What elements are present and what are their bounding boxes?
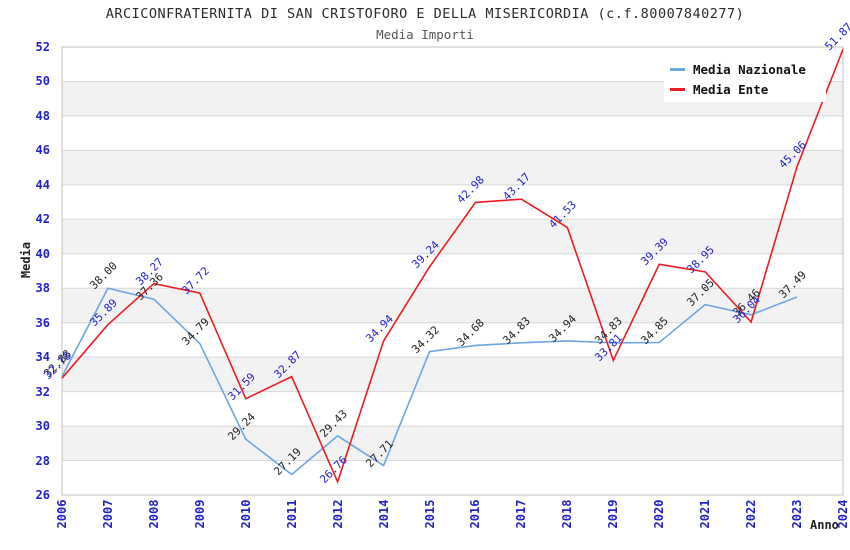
background-band [62,288,843,323]
x-tick-label: 2019 [606,499,621,529]
y-tick-label: 46 [35,143,50,158]
legend-item-media-ente: Media Ente [670,82,820,97]
x-tick-label: 2020 [652,499,667,529]
y-tick-label: 44 [35,177,50,192]
background-band [62,253,843,289]
y-tick-label: 52 [35,40,50,54]
y-tick-label: 26 [35,488,50,502]
x-tick-label: 2021 [698,499,713,529]
media-nazionale-line-swatch-icon [670,68,685,71]
x-tick-label: 2009 [192,499,207,529]
series-line-media-nazionale [61,287,798,476]
background-band [62,184,843,220]
background-band [62,219,843,254]
x-tick-label: 2010 [238,499,253,529]
chart-subtitle: Media Importi [376,27,474,42]
y-tick-label: 50 [35,74,50,89]
media-ente-line-swatch-icon [670,88,685,91]
background-band [62,357,843,392]
x-tick-label: 2022 [744,499,759,529]
y-tick-label: 42 [35,212,50,227]
x-tick-label: 2008 [146,499,161,529]
plot-border [61,46,844,496]
x-tick-label: 2018 [560,499,575,529]
chart-title: ARCICONFRATERNITA DI SAN CRISTOFORO E DE… [105,6,745,22]
background-band [62,460,843,495]
y-tick-label: 36 [35,315,50,330]
y-tick-label: 34 [35,350,50,365]
legend-label: Media Nazionale [693,62,806,77]
y-tick-label: 48 [35,108,50,123]
y-axis-title: Media [19,241,33,279]
x-tick-label: 2007 [100,499,115,529]
x-axis-title: Anno [810,518,839,532]
y-tick-label: 28 [35,453,50,468]
x-tick-label: 2023 [790,499,805,529]
x-tick-label: 2015 [422,499,437,529]
y-tick-label: 30 [35,419,50,434]
y-tick-label: 32 [35,384,50,399]
x-tick-label: 2011 [284,499,299,529]
x-tick-label: 2017 [514,499,529,529]
background-band [62,115,843,151]
series-line-media-ente [61,48,844,485]
background-band [62,391,843,427]
x-tick-label: 2014 [376,499,391,529]
background-band [62,322,843,358]
legend-item-media-nazionale: Media Nazionale [670,62,820,77]
y-tick-label: 38 [35,281,50,296]
x-tick-label: 2012 [330,499,345,529]
legend-label: Media Ente [693,82,769,97]
background-band [62,426,843,461]
y-tick-label: 40 [35,246,50,261]
background-band [62,150,843,185]
x-tick-label: 2006 [55,499,69,529]
x-tick-label: 2016 [468,499,483,529]
legend: Media Nazionale Media Ente [664,57,826,102]
